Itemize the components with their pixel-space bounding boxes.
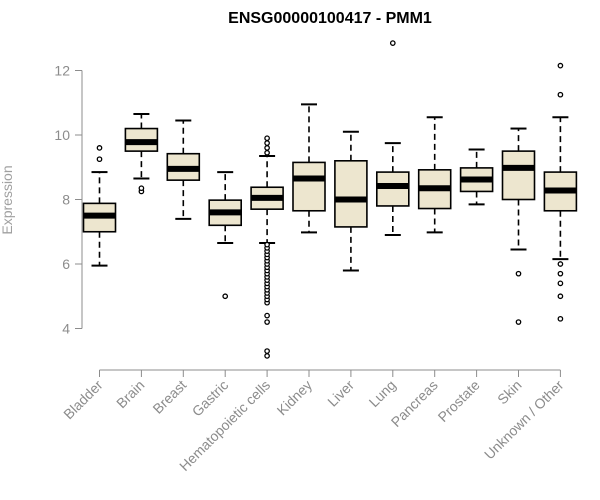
x-tick-label: Breast [149, 377, 189, 417]
y-tick-label: 12 [54, 63, 70, 79]
box-group [292, 103, 326, 234]
outlier-point [264, 312, 270, 319]
x-tick-label: Pancreas [388, 377, 441, 430]
y-axis-label: Expression [0, 165, 15, 234]
outlier-point [264, 241, 270, 248]
outlier-point [557, 261, 564, 267]
outlier-point [264, 319, 270, 325]
outlier-point [557, 91, 564, 98]
y-tick-label: 4 [62, 321, 70, 337]
outlier-point [557, 62, 564, 69]
box-group [208, 171, 242, 300]
outlier-point [222, 293, 229, 300]
x-tick-label: Skin [494, 377, 525, 408]
y-tick-label: 6 [62, 256, 70, 272]
box-group [543, 62, 578, 322]
box-group [375, 40, 410, 236]
x-tick-label: Brain [113, 377, 147, 411]
box-group [417, 116, 452, 234]
outlier-point [264, 135, 270, 142]
box-group [166, 119, 201, 220]
box-group [82, 145, 117, 267]
outlier-point [96, 145, 103, 151]
outlier-point [264, 348, 270, 354]
y-tick-label: 10 [54, 127, 70, 143]
outlier-point [557, 315, 564, 322]
x-tick-label: Prostate [435, 377, 483, 425]
box-group [250, 135, 284, 359]
outlier-point [264, 145, 270, 151]
outlier-point [138, 185, 145, 192]
box-iqr [375, 171, 410, 207]
boxes-layer [82, 40, 578, 359]
box-group [459, 148, 494, 206]
outlier-point [264, 149, 270, 156]
box-iqr [292, 161, 326, 212]
x-tick-label: Unknown / Other [481, 377, 567, 463]
outlier-point [389, 40, 396, 46]
outlier-point [557, 293, 564, 300]
outlier-point [557, 280, 564, 287]
chart-title: ENSG00000100417 - PMM1 [228, 10, 432, 27]
outlier-point [264, 140, 270, 146]
y-tick-label: 8 [62, 192, 70, 208]
outlier-point [515, 270, 522, 277]
box-group [501, 127, 536, 325]
outlier-point [557, 270, 564, 277]
outlier-point [264, 353, 270, 359]
x-tick-label: Kidney [274, 377, 316, 419]
box-group [124, 113, 159, 195]
box-group [334, 130, 368, 272]
box-iqr [501, 150, 536, 201]
x-tick-label: Lung [366, 377, 399, 410]
x-tick-label: Bladder [60, 377, 106, 423]
x-tick-label: Liver [324, 377, 357, 410]
outlier-point [515, 319, 522, 325]
outlier-point [96, 156, 103, 163]
box-iqr [334, 160, 368, 228]
